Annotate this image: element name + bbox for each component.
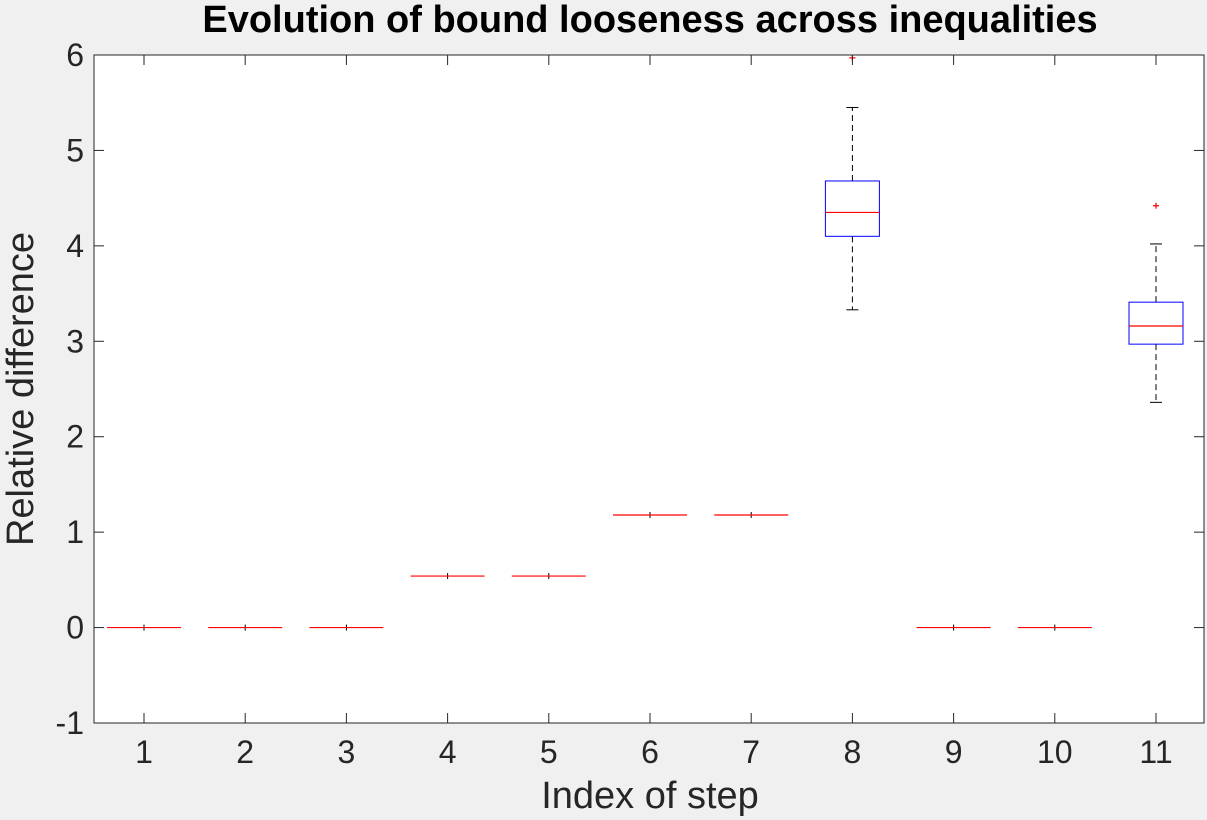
- x-axis-title: Index of step: [541, 775, 759, 817]
- box-3: [309, 624, 384, 631]
- box-10: [1017, 624, 1092, 631]
- axes-frame: [93, 54, 1205, 724]
- x-tick-label: 5: [540, 734, 558, 770]
- box-9: [916, 624, 991, 631]
- box-2: [208, 624, 283, 631]
- box-8: [824, 54, 880, 311]
- iqr-box: [1128, 301, 1184, 345]
- plot-area: [94, 55, 1204, 723]
- y-tick-label: 5: [66, 132, 84, 168]
- box-11: [1128, 202, 1184, 403]
- y-tick-label: 2: [66, 419, 84, 455]
- axis-ticks: -1 0 1 2 3 4 5 6 1 2 3 4 5 6 7 8 9 10 11: [56, 37, 1204, 770]
- x-tick-label: 7: [742, 734, 760, 770]
- outlier-marker: [1153, 202, 1159, 209]
- box-6: [613, 511, 687, 518]
- box-marks: [107, 54, 1184, 631]
- x-tick-label: 6: [641, 734, 659, 770]
- x-tick-label: 8: [844, 734, 862, 770]
- x-tick-label: 10: [1037, 734, 1073, 770]
- x-tick-label: 11: [1139, 734, 1172, 770]
- y-tick-label: 3: [66, 323, 84, 359]
- box-4: [410, 573, 485, 580]
- box-5: [511, 573, 586, 580]
- y-tick-label: 6: [66, 37, 84, 73]
- x-tick-label: 3: [338, 734, 356, 770]
- y-tick-label: 1: [66, 514, 84, 550]
- y-tick-label: -1: [56, 705, 84, 741]
- x-tick-label: 1: [135, 734, 153, 770]
- chart-title: Evolution of bound looseness across ineq…: [202, 0, 1097, 41]
- x-tick-label: 2: [236, 734, 254, 770]
- box-1: [107, 624, 181, 631]
- x-tick-label: 9: [945, 734, 963, 770]
- y-tick-label: 0: [66, 610, 84, 646]
- y-axis-title: Relative difference: [0, 232, 42, 546]
- iqr-box: [824, 180, 880, 237]
- x-tick-label: 4: [439, 734, 457, 770]
- y-tick-label: 4: [66, 228, 84, 264]
- box-7: [714, 511, 789, 518]
